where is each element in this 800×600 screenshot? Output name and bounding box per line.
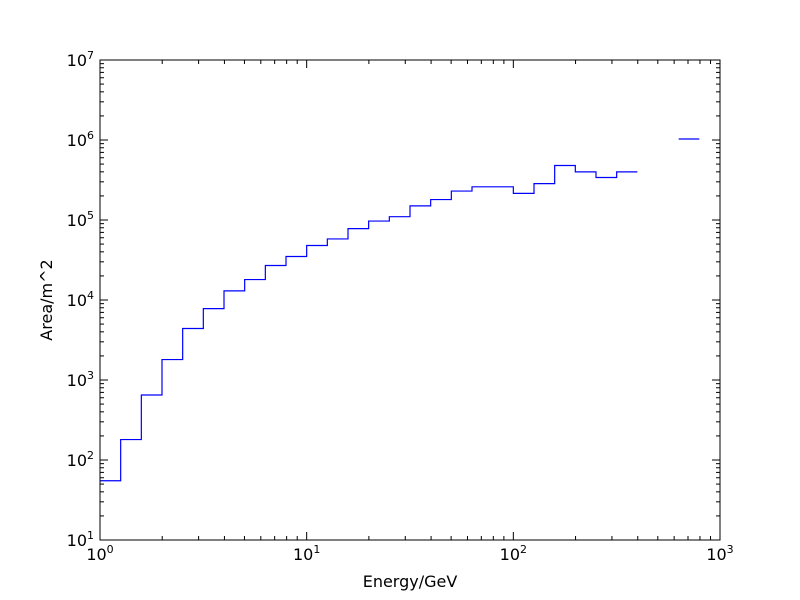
y-tick-label: 105 <box>67 209 94 230</box>
x-axis-label: Energy/GeV <box>363 572 458 591</box>
plot-area <box>100 60 720 540</box>
x-tick-label: 103 <box>706 543 733 564</box>
series-step-line-0-0 <box>100 164 638 482</box>
y-tick-label: 102 <box>67 449 94 470</box>
y-tick-label: 106 <box>67 129 94 150</box>
x-tick-label: 101 <box>293 543 320 564</box>
x-tick-label: 100 <box>86 543 113 564</box>
x-tick-label: 102 <box>500 543 527 564</box>
y-tick-label: 103 <box>67 369 94 390</box>
y-tick-label: 104 <box>67 289 94 310</box>
y-tick-label: 101 <box>67 529 94 550</box>
y-axis-label: Area/m^2 <box>37 259 56 340</box>
axes-frame <box>99 59 721 541</box>
y-tick-label: 107 <box>67 49 94 70</box>
series-layer <box>100 138 700 482</box>
